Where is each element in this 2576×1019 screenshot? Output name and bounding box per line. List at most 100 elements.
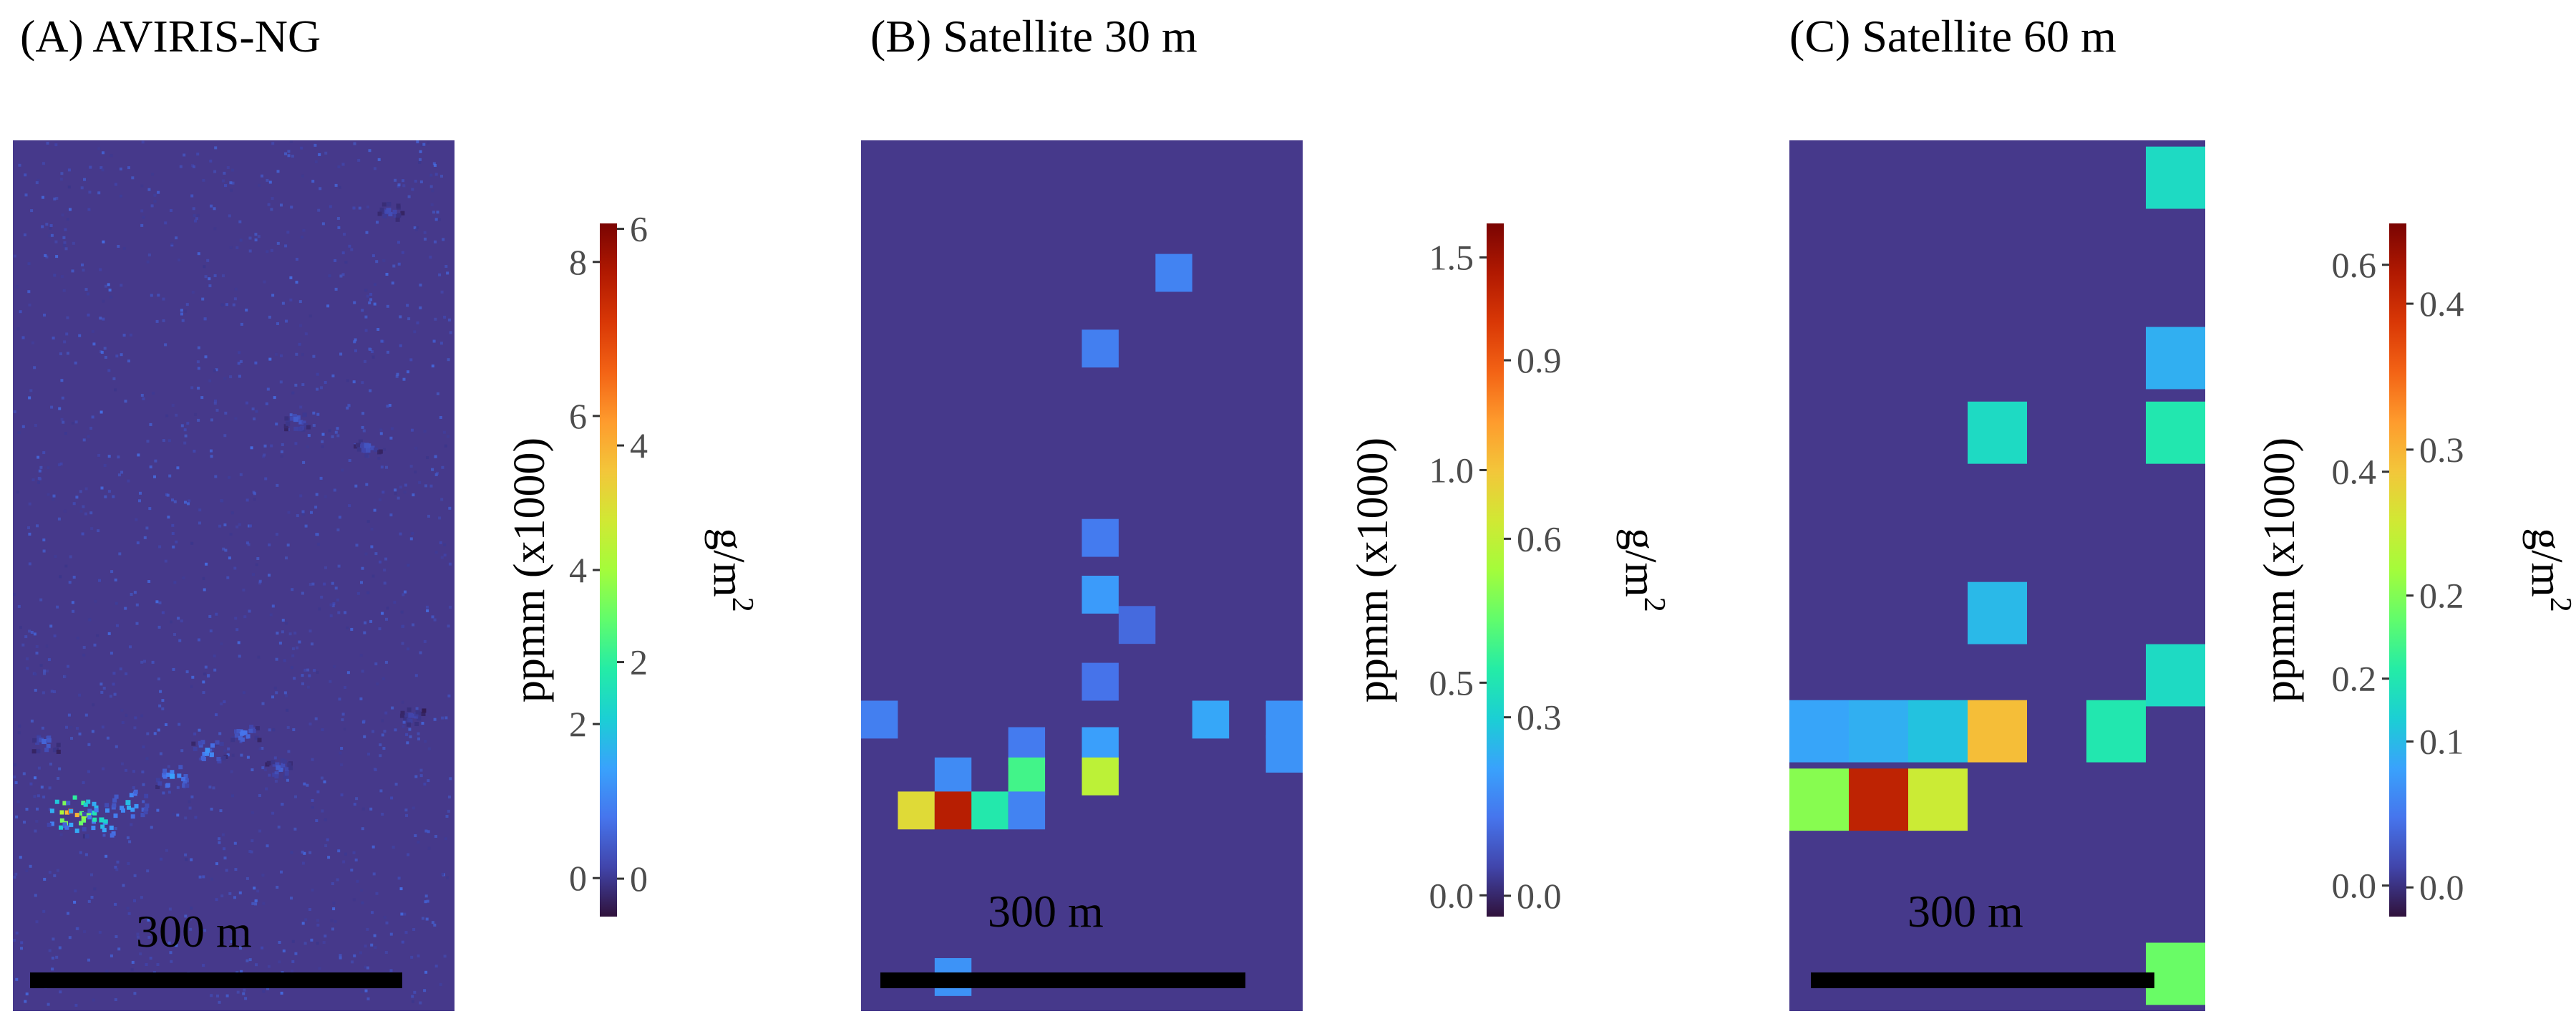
panel-a-pixel (291, 970, 294, 973)
panel-a-pixel (126, 907, 130, 910)
panel-a-pixel (308, 629, 312, 633)
panel-a-pixel (184, 434, 188, 438)
panel-a-plume-core (99, 817, 105, 823)
panel-a-pixel (27, 262, 31, 266)
panel-a-pixel (304, 524, 308, 528)
panel-a-pixel (197, 387, 200, 390)
panel-a-pixel (101, 168, 105, 172)
panel-a-pixel (280, 450, 283, 453)
panel-a-pixel (425, 917, 429, 921)
panel-a-pixel (149, 465, 152, 469)
panel-a-pixel (197, 252, 200, 256)
panel-a-plume-pixel (162, 768, 167, 773)
panel-a-pixel (316, 387, 319, 391)
panel-a-pixel (133, 726, 137, 730)
panel-a-pixel (136, 541, 140, 545)
panel-a-left-tick-label: 8 (569, 242, 587, 282)
panel-a-pixel (43, 669, 47, 672)
panel-a-pixel (229, 533, 233, 536)
panel-a-pixel (348, 504, 351, 508)
panel-a-pixel (35, 181, 39, 185)
panel-a-pixel (423, 782, 427, 786)
panel-a-pixel (88, 618, 92, 622)
panel-a-plume-pixel (133, 789, 138, 794)
panel-a-scale-bar (30, 972, 402, 988)
panel-a-pixel (100, 486, 104, 490)
panel-a-pixel (261, 747, 264, 750)
panel-a-pixel (220, 938, 224, 942)
panel-a-pixel (148, 507, 152, 511)
panel-a-colorbar-ramp (600, 223, 617, 917)
panel-a-plume-pixel (415, 710, 420, 715)
panel-a-pixel (256, 889, 260, 893)
panel-a-pixel (87, 292, 90, 296)
panel-a-pixel (120, 708, 124, 712)
panel-a-pixel (55, 955, 59, 959)
panel-a-pixel (110, 154, 113, 158)
panel-a-pixel (156, 963, 160, 966)
panel-a-pixel (72, 241, 75, 245)
panel-a-pixel (103, 347, 107, 350)
panel-a-pixel (362, 429, 366, 433)
panel-a-pixel (412, 493, 415, 497)
panel-a-pixel (140, 714, 144, 718)
panel-a-pixel (321, 809, 324, 813)
panel-b-cell (1082, 518, 1119, 557)
panel-a-pixel (130, 593, 133, 596)
panel-a-pixel (360, 581, 363, 584)
panel-a-pixel (347, 404, 351, 407)
panel-a-pixel (431, 921, 434, 924)
panel-a-pixel (193, 732, 197, 735)
panel-a-pixel (62, 420, 65, 424)
panel-a-pixel (445, 815, 449, 818)
panel-a-pixel (117, 455, 120, 459)
panel-a-plume-pixel (103, 819, 108, 824)
panel-a-pixel (364, 329, 368, 332)
panel-a-pixel (433, 923, 437, 927)
panel-a-pixel (17, 431, 21, 434)
panel-a-pixel (210, 877, 213, 881)
panel-c-cell (2146, 146, 2205, 209)
panel-a-pixel (135, 518, 138, 521)
panel-a-pixel (275, 422, 278, 426)
panel-a-pixel (341, 251, 345, 255)
panel-a-pixel (341, 273, 345, 276)
panel-a-pixel (304, 918, 308, 922)
panel-a-pixel (70, 737, 73, 740)
panel-a-pixel (409, 465, 413, 468)
panel-a-plume-pixel (255, 726, 260, 730)
panel-a-pixel (224, 184, 227, 188)
panel-a-pixel (427, 830, 430, 834)
panel-a-pixel (419, 774, 423, 778)
panel-a-pixel (400, 610, 404, 614)
panel-a-pixel (275, 657, 278, 661)
panel-a-pixel (55, 196, 59, 200)
panel-a-plume-pixel (388, 212, 393, 217)
panel-a-pixel (20, 947, 23, 950)
panel-c-right-axis-label-base: g/m (2522, 528, 2571, 597)
panel-a-pixel (332, 602, 336, 606)
panel-a-pixel (29, 864, 32, 868)
panel-a-pixel (55, 255, 59, 259)
panel-a-pixel (130, 333, 132, 337)
panel-a-pixel (254, 899, 258, 902)
panel-a-pixel (419, 150, 422, 153)
panel-a-pixel (290, 897, 293, 900)
panel-a-pixel (213, 369, 216, 372)
panel-a-pixel (298, 300, 302, 304)
panel-a-pixel (284, 622, 288, 625)
panel-a-plume-pixel (74, 829, 79, 834)
panel-a-pixel (238, 891, 242, 894)
panel-a-pixel (336, 598, 339, 602)
panel-a-plume-pixel (170, 770, 175, 775)
panel-a-pixel (258, 747, 262, 750)
panel-a-pixel (33, 795, 37, 798)
panel-a-pixel (23, 233, 26, 236)
panel-a-pixel (443, 955, 447, 958)
panel-a-pixel (387, 350, 389, 354)
panel-a-pixel (369, 807, 373, 811)
panel-a-pixel (183, 309, 187, 313)
panel-a-pixel (399, 486, 402, 489)
panel-a-pixel (39, 465, 43, 469)
panel-a-pixel (74, 361, 77, 364)
